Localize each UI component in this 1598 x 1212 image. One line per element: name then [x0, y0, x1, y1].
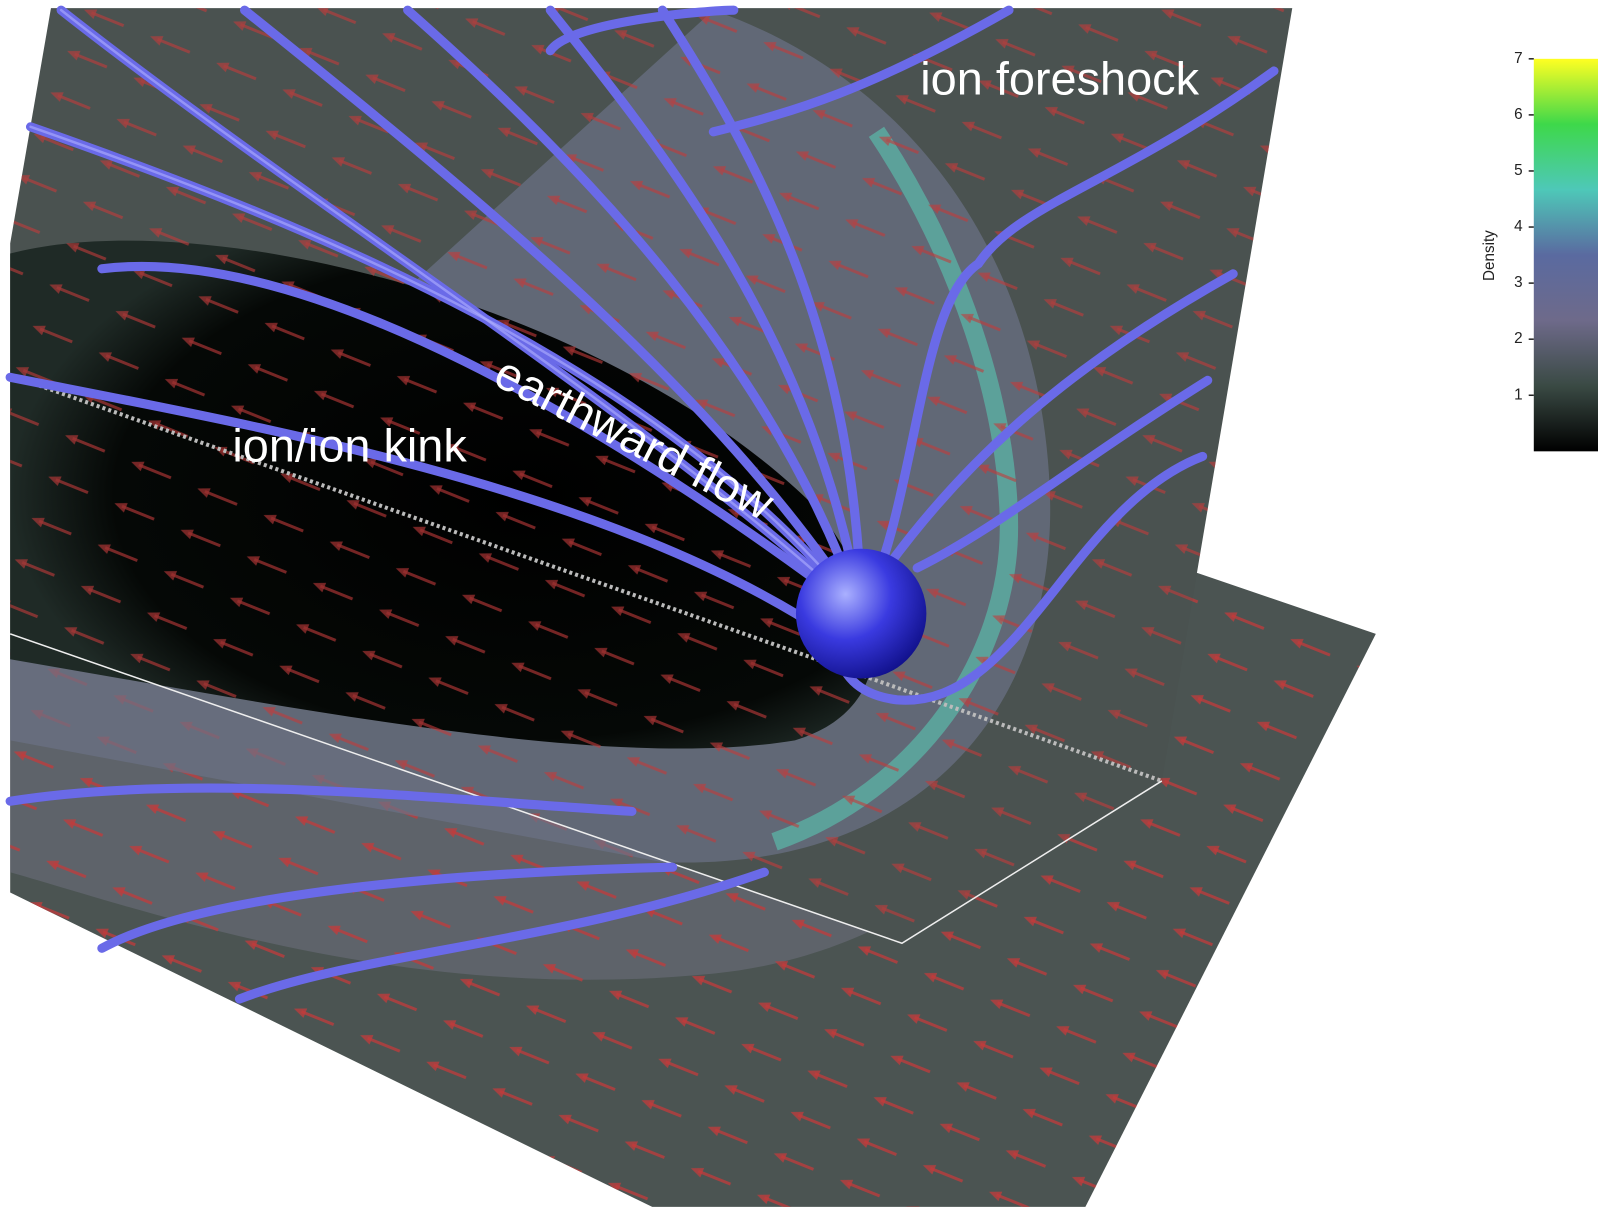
colorbar-tick-label: 4: [1514, 218, 1523, 235]
colorbar-tick-label: 2: [1514, 330, 1523, 347]
colorbar-tick-label: 6: [1514, 106, 1523, 123]
colorbar-tick-label: 1: [1514, 386, 1523, 403]
field-lines: [5, 5, 1279, 1004]
annotation: ion/ion kink: [232, 420, 467, 472]
colorbar: Density 1 2 3 4 5 6 7: [1481, 50, 1598, 452]
colorbar-label: Density: [1481, 230, 1498, 281]
colorbar-gradient: [1533, 58, 1598, 452]
colorbar-tick-label: 7: [1514, 50, 1523, 67]
colorbar-tick-label: 5: [1514, 162, 1523, 179]
planet-sphere: [795, 548, 927, 679]
annotation: ion foreshock: [920, 52, 1199, 104]
colorbar-tick-label: 3: [1514, 274, 1523, 291]
